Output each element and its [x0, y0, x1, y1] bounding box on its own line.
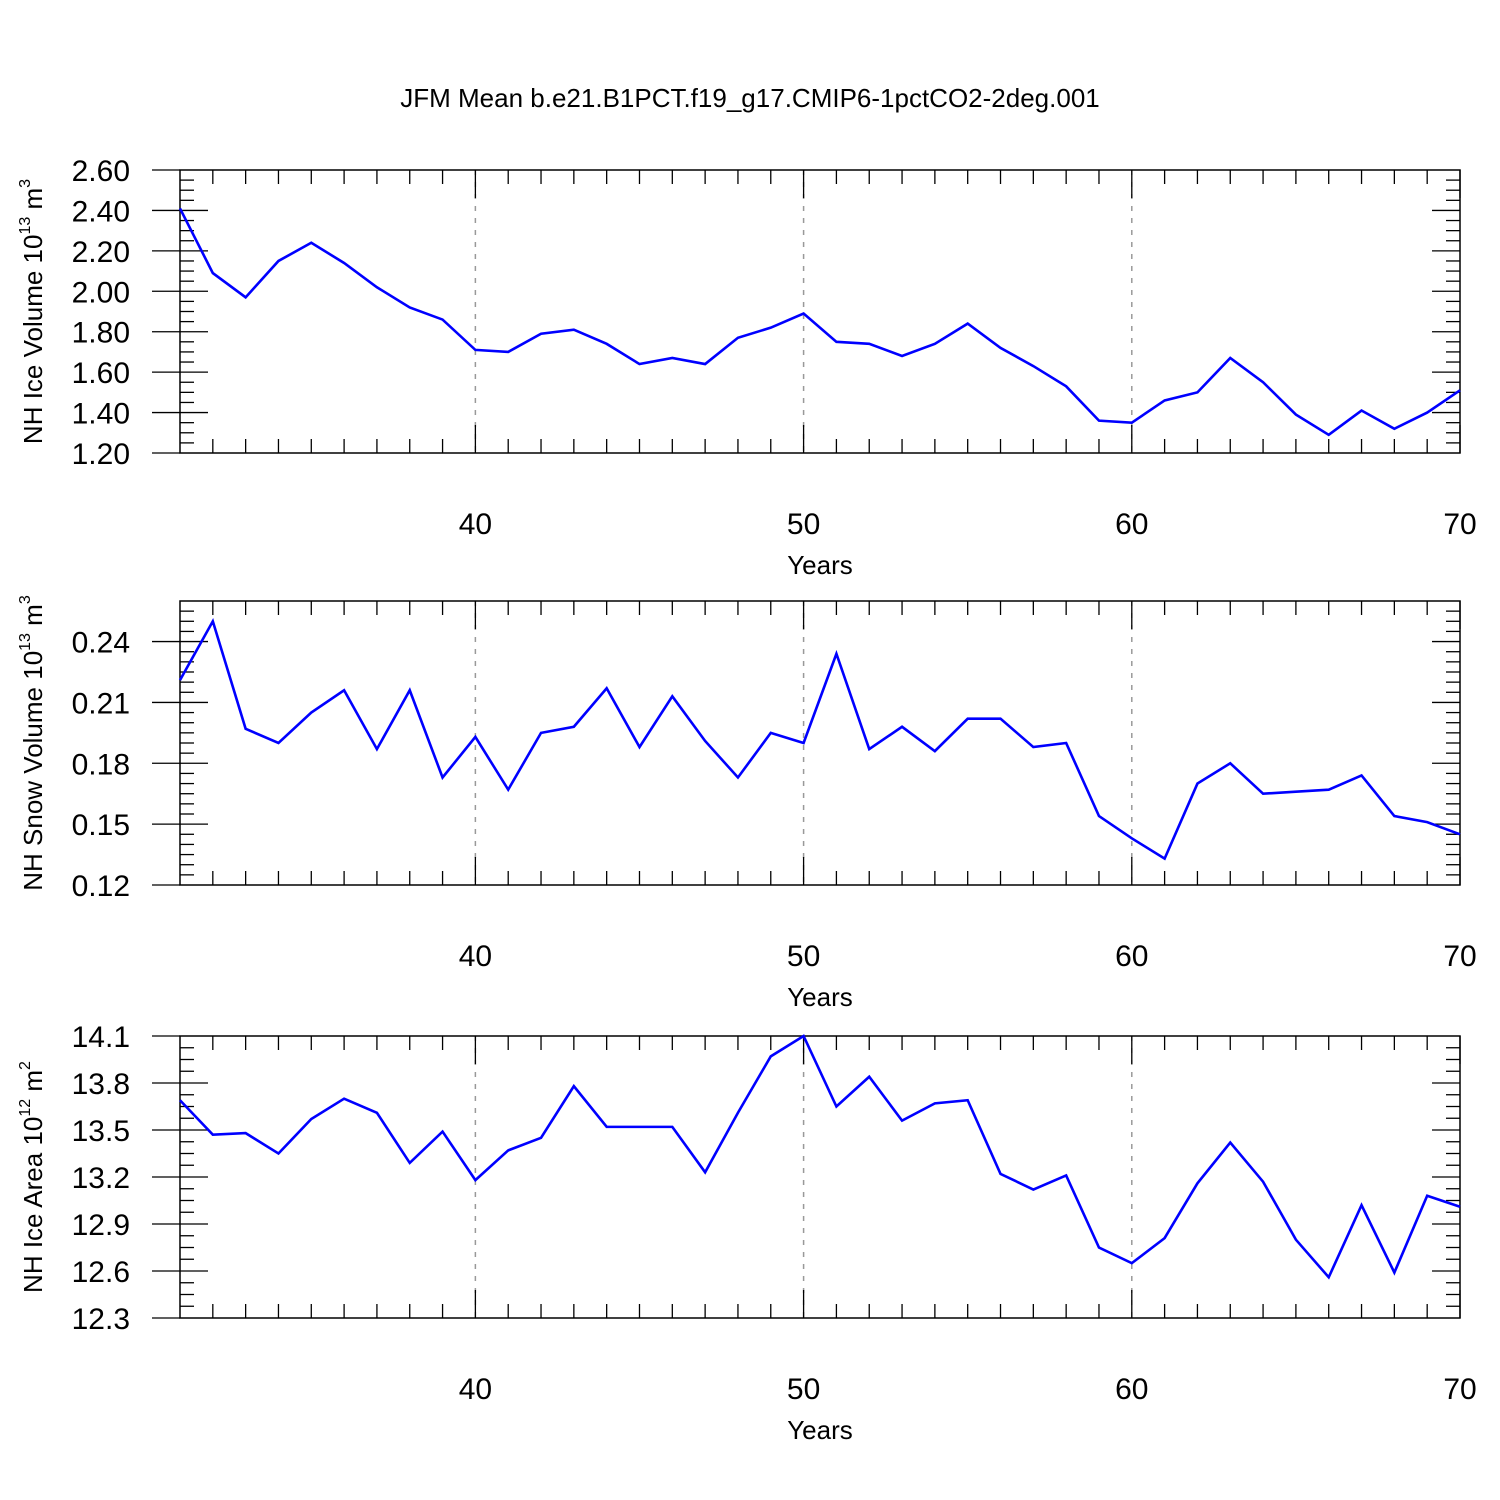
y-tick-label: 12.3 — [72, 1303, 130, 1336]
y-axis-label: NH Ice Area 1012 m2 — [17, 1061, 48, 1293]
y-tick-label: 1.80 — [72, 317, 130, 350]
y-tick-label: 1.40 — [72, 398, 130, 431]
y-tick-label: 2.60 — [72, 155, 130, 188]
x-tick-label: 60 — [1115, 508, 1148, 541]
figure-title: JFM Mean b.e21.B1PCT.f19_g17.CMIP6-1pctC… — [400, 83, 1100, 113]
x-tick-label: 70 — [1443, 940, 1476, 973]
y-axis-label: NH Snow Volume 1013 m3 — [17, 595, 48, 891]
panels: 1.20 1.40 1.60 1.80 2.00 2.20 2.40 2.60 40 50 60 70… — [17, 155, 1477, 1445]
chart-panel-3: 12.3 12.6 12.9 13.2 13.5 13.8 14.1 40 50 60 70 Year… — [17, 1021, 1477, 1445]
x-tick-label: 40 — [459, 1373, 492, 1406]
x-tick-label: 40 — [459, 508, 492, 541]
y-tick-label: 13.8 — [72, 1068, 130, 1101]
y-tick-label: 0.24 — [72, 627, 130, 660]
y-tick-label: 14.1 — [72, 1021, 130, 1054]
x-tick-label: 50 — [787, 1373, 820, 1406]
x-axis-label: Years — [787, 1415, 853, 1445]
y-tick-label: 1.20 — [72, 438, 130, 471]
y-tick-label: 0.12 — [72, 870, 130, 903]
x-tick-label: 40 — [459, 940, 492, 973]
y-tick-label: 12.6 — [72, 1256, 130, 1289]
x-axis-label: Years — [787, 982, 853, 1012]
series-line — [178, 207, 1461, 437]
y-tick-label: 0.21 — [72, 687, 130, 720]
y-tick-label: 2.00 — [72, 276, 130, 309]
x-tick-label: 50 — [787, 940, 820, 973]
chart-panel-2: 0.12 0.15 0.18 0.21 0.24 40 50 60 70 Years NH Snow… — [17, 595, 1477, 1012]
y-axis-label: NH Ice Volume 1013 m3 — [17, 179, 48, 444]
plot-frame — [179, 600, 1461, 886]
plot-frame — [179, 1035, 1461, 1319]
y-tick-label: 2.20 — [72, 236, 130, 269]
x-tick-label: 50 — [787, 508, 820, 541]
y-tick-label: 12.9 — [72, 1209, 130, 1242]
plot-frame — [179, 169, 1461, 454]
chart-panel-1: 1.20 1.40 1.60 1.80 2.00 2.20 2.40 2.60 40 50 60 70… — [17, 155, 1477, 580]
y-tick-label: 1.60 — [72, 357, 130, 390]
y-tick-label: 0.18 — [72, 748, 130, 781]
y-tick-label: 0.15 — [72, 809, 130, 842]
x-tick-label: 60 — [1115, 940, 1148, 973]
y-tick-label: 2.40 — [72, 195, 130, 228]
x-tick-label: 70 — [1443, 1373, 1476, 1406]
series-line — [178, 617, 1461, 861]
series-line — [179, 1034, 1461, 1280]
x-tick-label: 70 — [1443, 508, 1476, 541]
y-tick-label: 13.2 — [72, 1162, 130, 1195]
y-tick-label: 13.5 — [72, 1115, 130, 1148]
x-tick-label: 60 — [1115, 1373, 1148, 1406]
x-axis-label: Years — [787, 550, 853, 580]
